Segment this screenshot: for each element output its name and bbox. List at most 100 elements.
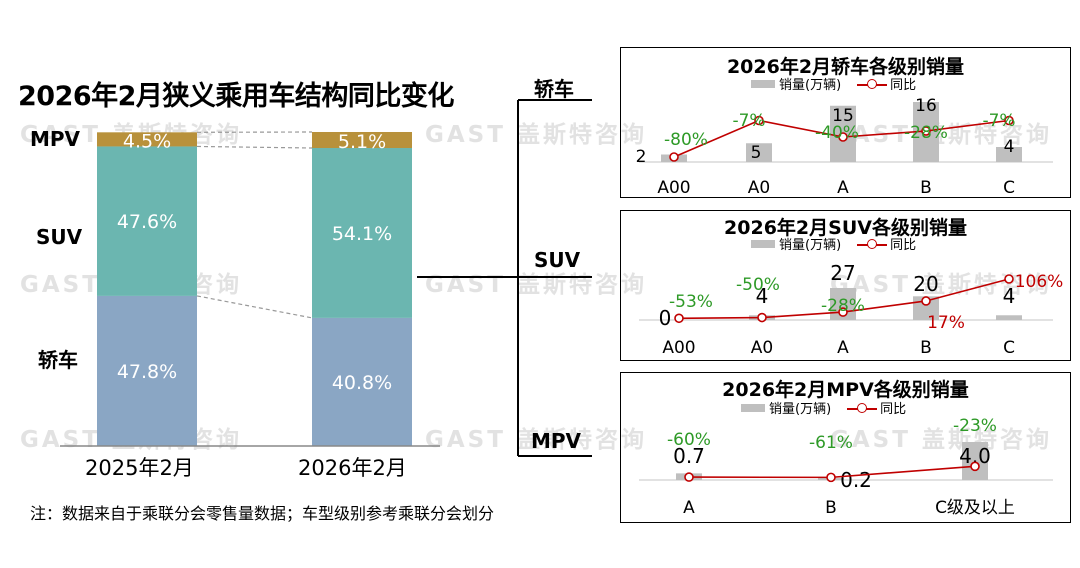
yoy-point (1004, 274, 1014, 284)
legend-sales: 销量(万辆) (779, 78, 842, 93)
yoy-point (754, 115, 764, 126)
panel-category-label: A00 (657, 178, 690, 197)
segment-label: 47.8% (117, 361, 177, 383)
sales-value-label: 15 (832, 106, 854, 126)
x-label-2025: 2025年2月 (85, 456, 194, 480)
watermark-text: GAST 盖斯特咨询 (425, 122, 647, 148)
legend-suv: 销量(万辆) 同比 (751, 234, 916, 253)
legend-yoy: 同比 (890, 78, 917, 93)
yoy-value-label: -60% (667, 430, 711, 450)
yoy-point (921, 296, 931, 306)
legend-yoy: 同比 (880, 402, 907, 417)
watermark-text: GAST 盖斯特咨询 (425, 427, 647, 453)
segment-label: 4.5% (123, 130, 171, 152)
panel-category-label: C (1003, 338, 1015, 358)
legend-sales: 销量(万辆) (779, 238, 842, 253)
legend-sedan: 销量(万辆) 同比 (751, 74, 916, 93)
panel-title-suv: 2026年2月SUV各级别销量 (724, 217, 967, 239)
yoy-value-label: -28% (821, 296, 865, 316)
legend-line-swatch (857, 238, 888, 250)
yoy-value-label: -50% (736, 275, 780, 295)
yoy-value-label: -23% (953, 416, 997, 436)
sales-bar (996, 315, 1022, 320)
panel-category-label: A00 (662, 338, 695, 358)
yoy-point (684, 472, 694, 482)
panel-category-label: A0 (748, 178, 770, 197)
legend-line-swatch (857, 78, 888, 90)
yoy-point (757, 312, 767, 323)
footnote: 注：数据来自于乘联分会零售量数据；车型级别参考乘联分会划分 (30, 504, 495, 523)
stack-segment (97, 146, 197, 296)
sales-value-label: 0.7 (673, 444, 705, 468)
yoy-point (838, 307, 848, 317)
stack-segment (312, 317, 412, 446)
category-label-suv: SUV (36, 225, 83, 249)
category-label-sedan: 轿车 (38, 348, 78, 372)
yoy-point (921, 126, 931, 136)
yoy-value-label: -28% (904, 123, 948, 143)
chart-sedan: A00 2 A0 5 A 15 B 16 C 4 -80% -7% -40% -28% -7% (636, 96, 1053, 197)
panel-mpv: 2026年2月MPV各级别销量 销量(万辆) 同比 A 0.7 B 0.2 C级及以上 4… (620, 372, 1071, 523)
watermark-text: GAST 盖斯特咨询 (830, 427, 1052, 453)
panel-title-sedan: 2026年2月轿车各级别销量 (726, 56, 965, 78)
yoy-value-label: -40% (815, 123, 859, 143)
category-label-mpv: MPV (30, 127, 81, 151)
bracket-connector (417, 99, 592, 457)
sales-value-label: 27 (830, 261, 855, 285)
yoy-value-label: -61% (809, 433, 853, 453)
segment-label: 54.1% (332, 223, 392, 245)
panel-suv: 2026年2月SUV各级别销量 销量(万辆) 同比 A00 0 A0 4 A 27 B 20 C… (620, 210, 1071, 361)
stacked-structure-chart: 47.8% 47.6% 4.5% 40.8% 54.1% 5.1% (60, 130, 440, 447)
sales-value-label: 4 (1003, 284, 1016, 308)
yoy-value-label: 17% (927, 313, 965, 333)
legend-line-swatch (847, 402, 878, 414)
stack-segment (97, 132, 197, 147)
panel-sedan: 2026年2月轿车各级别销量 销量(万辆) 同比 A00 2 A0 5 A 15 B 16 C 4… (620, 47, 1071, 198)
sales-value-label: 20 (913, 272, 938, 296)
yoy-value-label: -80% (664, 130, 708, 150)
yoy-point (669, 152, 679, 162)
yoy-value-label: -7% (732, 111, 765, 131)
panel-title-mpv: 2026年2月MPV各级别销量 (722, 379, 969, 401)
sales-value-label: 4 (756, 284, 769, 308)
sales-bar (962, 442, 988, 480)
legend-bar-swatch (751, 239, 775, 248)
panel-category-label: B (920, 178, 932, 197)
yoy-point (674, 313, 684, 324)
page-title: 2026年2月狭义乘用车结构同比变化 (18, 81, 454, 112)
panel-category-label: A (683, 498, 695, 518)
panel-category-label: C级及以上 (935, 498, 1015, 518)
legend-mpv: 销量(万辆) 同比 (741, 398, 906, 417)
stack-segment (97, 295, 197, 446)
legend-sales: 销量(万辆) (769, 402, 832, 417)
stack-segment (312, 148, 412, 318)
side-label-mpv: MPV (531, 429, 582, 453)
yoy-point (826, 472, 836, 483)
sales-value-label: 0.2 (840, 468, 872, 492)
side-label-sedan: 轿车 (534, 77, 574, 101)
panel-category-label: C (1003, 178, 1015, 197)
panel-category-label: B (920, 338, 932, 358)
panel-category-label: A0 (751, 338, 773, 358)
connector-line (196, 145, 313, 149)
x-label-2026: 2026年2月 (298, 456, 407, 480)
yoy-value-label: 106% (1015, 272, 1064, 292)
segment-label: 47.6% (117, 211, 177, 233)
legend-bar-swatch (741, 403, 765, 412)
panel-category-label: B (825, 498, 837, 518)
sales-value-label: 5 (751, 143, 762, 163)
sales-bar (996, 147, 1022, 162)
stack-segment (312, 132, 412, 149)
yoy-value-label: -7% (982, 111, 1015, 131)
sales-value-label: 2 (636, 147, 647, 167)
sales-value-label: 4 (1004, 137, 1015, 157)
connector-line (196, 295, 313, 319)
yoy-point (1004, 115, 1014, 126)
legend-yoy: 同比 (890, 238, 917, 253)
sales-value-label: 16 (915, 96, 937, 116)
yoy-value-label: -53% (669, 292, 713, 312)
panel-category-label: A (837, 178, 849, 197)
sales-value-label: 0 (659, 306, 672, 330)
sales-bar (746, 143, 772, 162)
